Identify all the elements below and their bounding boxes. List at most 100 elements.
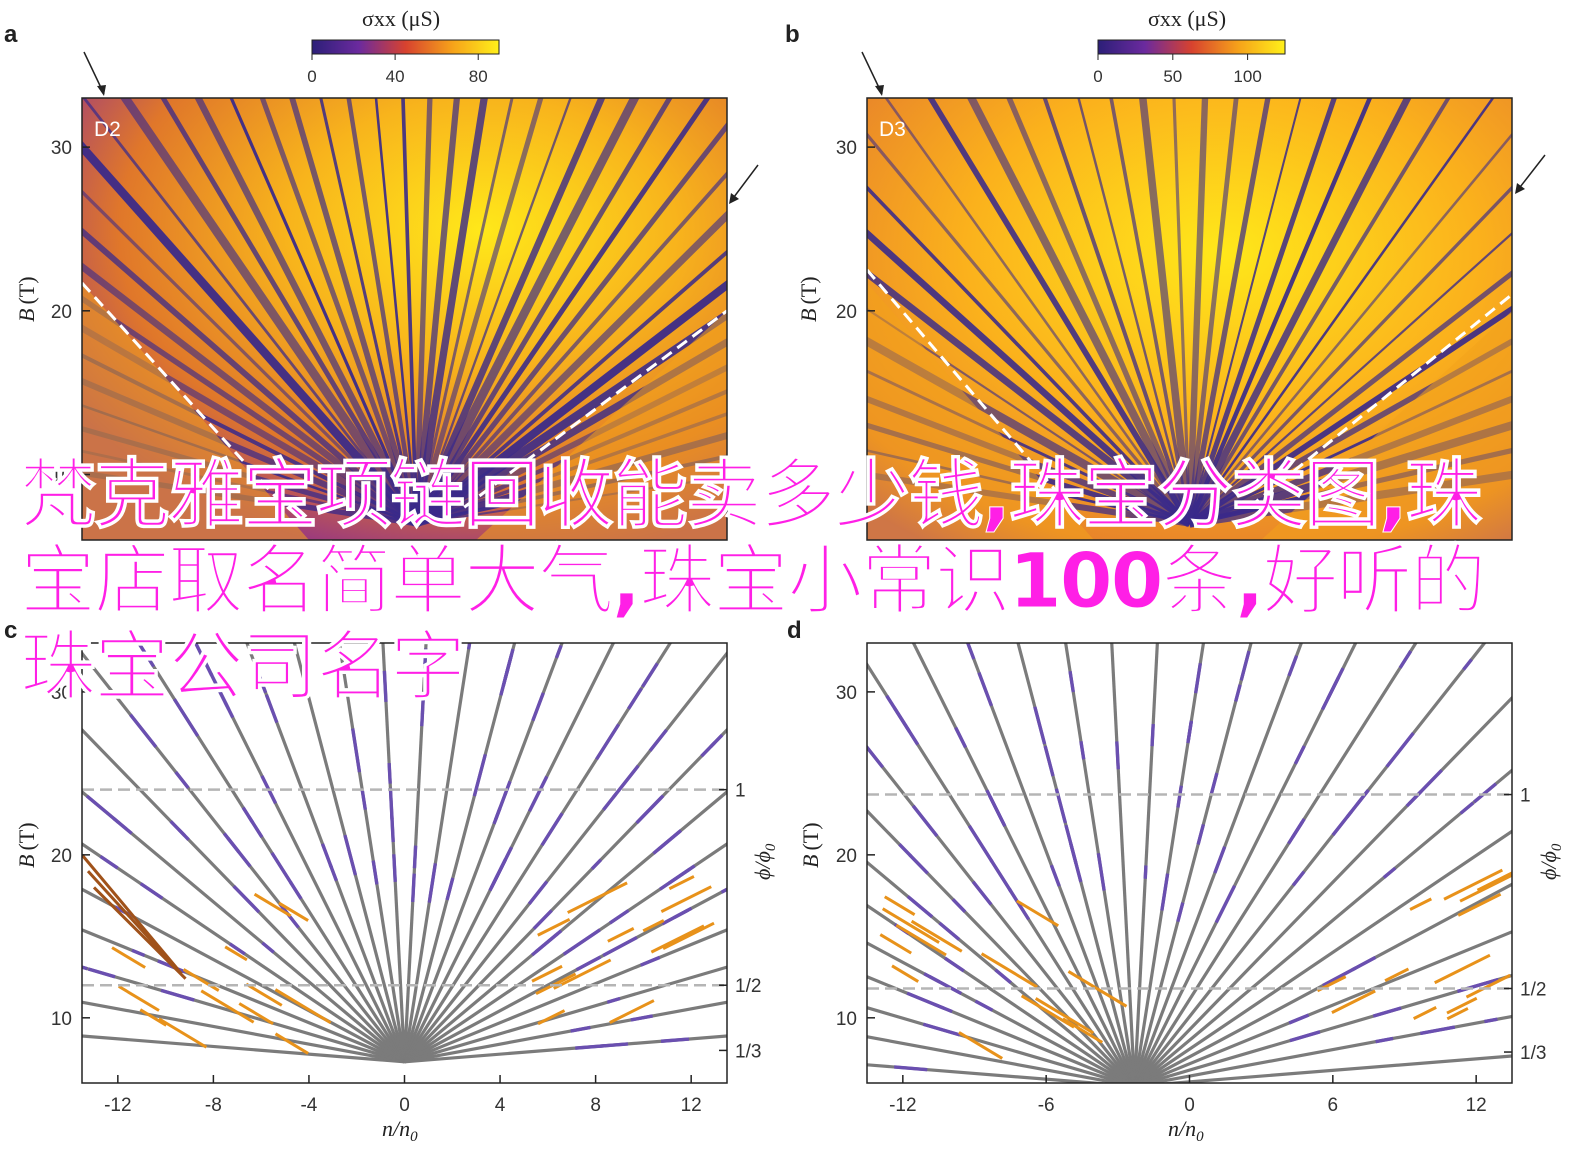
fan-segment-d-8-2 [971, 880, 993, 906]
orange-segment-c-4 [278, 901, 309, 922]
fan-segment-d-9-4 [989, 859, 1013, 893]
orange-segment-d-5 [1446, 1007, 1469, 1021]
fan-segment-c-17-5 [501, 668, 510, 687]
heatmap-streak-b-20 [1186, 98, 1209, 524]
heatmap-streak-a-0 [82, 470, 417, 527]
fan-line-c-28 [404, 1000, 727, 1064]
heatmap-streak-b-24 [1187, 98, 1338, 525]
fan-segment-c-5-2 [139, 882, 164, 900]
heatmap-streak-a-2 [82, 426, 418, 527]
y-label-symbol-d: B [798, 855, 823, 868]
fan-segment-c-18-0 [554, 644, 563, 659]
x-tick-label-d-2: 0 [1184, 1095, 1195, 1116]
heatmap-streak-a-8 [82, 262, 419, 527]
heatmap-streak-b-18 [1139, 98, 1194, 525]
heatmap-streak-a-26 [415, 98, 514, 524]
heatmap-streak-a-40 [415, 364, 727, 527]
fan-line-c-23 [403, 789, 727, 1064]
y-tick-label-c-0: 10 [51, 1009, 72, 1030]
arrowhead-b-right [1515, 183, 1525, 194]
fan-segment-d-2-2 [922, 1022, 961, 1037]
dashed-boundary-a [82, 281, 727, 509]
y-label-symbol-b: B [796, 309, 821, 322]
fan-segment-d-7-5 [898, 843, 913, 858]
fan-segment-d-8-3 [911, 804, 939, 838]
fan-segment-c-22-3 [532, 909, 553, 930]
fan-segment-d-21-2 [1291, 870, 1306, 887]
orange-segment-d-3 [1409, 897, 1432, 911]
heatmap-streak-b-14 [1006, 98, 1193, 525]
heatmap-streak-a-32 [414, 98, 711, 526]
heatmap-streak-a-7 [82, 295, 418, 526]
orange-segment-c-13 [660, 885, 712, 913]
fan-segment-c-21-0 [648, 728, 668, 752]
heatmap-wedge-right-b [1261, 310, 1512, 540]
heatmap-streak-b-3 [867, 395, 1191, 527]
fan-segment-d-13-3 [1068, 671, 1075, 693]
fan-segment-c-14-3 [382, 670, 388, 702]
orange-segment-d-9 [1443, 868, 1504, 901]
y-ticks-c: 10 20 30 [51, 683, 90, 1030]
colorbar-b: σxx (μS) 0 50 100 [1093, 6, 1286, 86]
y2-axis-label-d: ϕ/ϕ0 [1536, 843, 1565, 880]
fan-segment-c-5-1 [0, 783, 8, 793]
fan-segment-c-29-0 [798, 1029, 815, 1030]
heatmap-streak-a-43 [415, 432, 727, 527]
orange-segment-d-4 [883, 895, 916, 916]
fan-segment-c-11-2 [264, 694, 279, 724]
colorbar-strip-a [311, 39, 500, 55]
fan-segment-c-15-0 [420, 697, 425, 714]
fan-segment-d-27-4 [1531, 966, 1546, 970]
x-tick-label-d-1: -6 [1038, 1095, 1055, 1116]
heatmap-streak-a-29 [413, 98, 606, 525]
fan-segment-c-24-0 [562, 928, 601, 956]
heatmap-streak-b-9 [867, 185, 1191, 525]
heatmap-streak-a-19 [319, 98, 418, 524]
fan-segment-c-17-4 [472, 753, 487, 797]
orange-segment-c-10 [238, 1002, 274, 1026]
fan-segment-c-8-2 [226, 836, 252, 868]
fan-segment-c-3-1 [131, 948, 146, 957]
heatmap-streak-a-16 [229, 98, 418, 525]
fan-segment-c-10-3 [193, 643, 214, 676]
orange-segment-c-6 [245, 982, 283, 1007]
fan-segment-d-12-3 [1064, 824, 1078, 864]
fan-segment-c-18-3 [493, 792, 508, 821]
fan-segment-c-7-1 [177, 828, 190, 841]
fan-segment-d-5-0 [944, 956, 965, 973]
fan-segment-d-19-2 [1214, 884, 1237, 924]
heatmap-streak-a-33 [414, 121, 727, 526]
heatmap-streak-a-31 [414, 98, 673, 525]
fan-segment-c-21-3 [602, 793, 618, 811]
heatmap-streak-b-30 [1188, 185, 1512, 525]
fan-line-c-0 [82, 1034, 405, 1064]
fan-segment-d-28-5 [1420, 1025, 1456, 1036]
fan-line-d-15 [1133, 643, 1159, 1083]
fan-segment-d-16-5 [1186, 720, 1194, 742]
fan-line-d-1 [867, 1035, 1126, 1083]
axes-frame-a [81, 97, 728, 541]
orange-segment-c-2 [118, 985, 160, 1012]
fan-segment-d-21-0 [1462, 658, 1473, 671]
x-ticks-d: -12 -6 0 6 12 [889, 1075, 1487, 1116]
y2-axis-label-c: ϕ/ϕ0 [750, 843, 779, 880]
fan-line-c-7 [82, 727, 406, 1063]
fan-line-c-5 [82, 842, 406, 1064]
brown-segment-c-2 [92, 886, 187, 980]
orange-segment-c-22 [111, 946, 146, 969]
fan-line-d-26 [1138, 930, 1512, 1083]
heatmap-streak-a-22 [401, 98, 419, 524]
fan-segment-d-29-1 [1550, 1051, 1569, 1053]
panel-tag-b: D3 [879, 118, 906, 141]
fan-line-c-3 [82, 928, 406, 1064]
heatmap-streak-b-15 [1042, 98, 1192, 525]
x-tick-label-c-1: -8 [205, 1095, 222, 1116]
fan-segment-d-7-3 [752, 693, 763, 704]
fan-segment-c-19-4 [491, 859, 507, 885]
y-axis-label-a: B (T) [14, 276, 39, 322]
heatmap-a [82, 98, 727, 540]
fan-line-d-7 [867, 808, 1134, 1083]
y-axis-label-c: B (T) [14, 822, 39, 868]
fan-segment-d-25-2 [1322, 966, 1357, 987]
heatmap-streak-a-37 [414, 279, 727, 527]
